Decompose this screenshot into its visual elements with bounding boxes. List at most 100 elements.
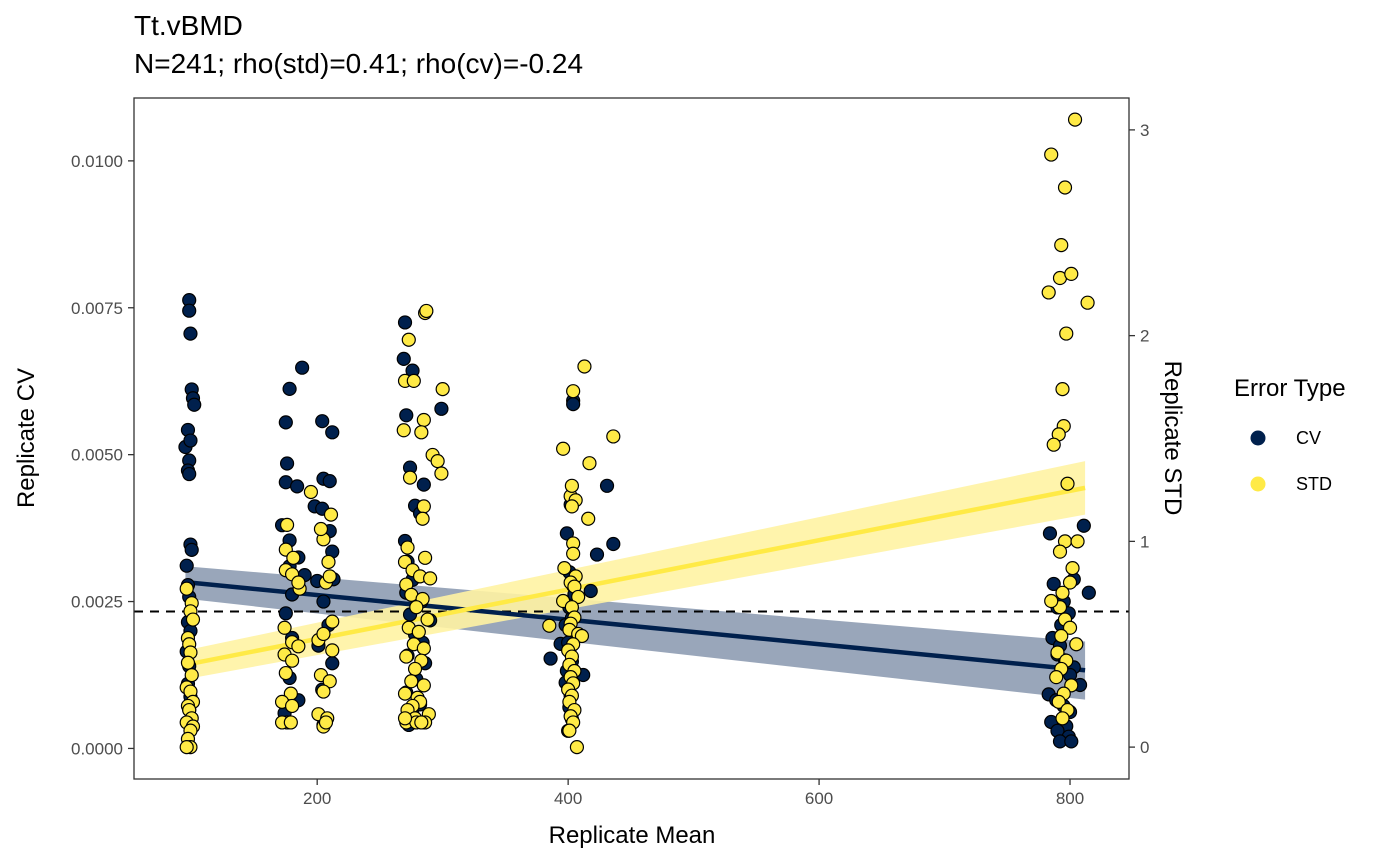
data-point-cv bbox=[187, 397, 202, 412]
data-point-std bbox=[399, 649, 414, 664]
data-point-cv bbox=[182, 466, 197, 482]
data-point-std bbox=[1044, 147, 1059, 162]
legend-key-cv bbox=[1250, 430, 1266, 446]
data-point-std bbox=[1051, 694, 1066, 709]
data-point-cv bbox=[416, 477, 431, 492]
data-point-std bbox=[325, 614, 340, 629]
data-point-std bbox=[303, 484, 319, 500]
data-point-std bbox=[571, 589, 586, 605]
data-point-std bbox=[414, 715, 429, 730]
data-point-std bbox=[564, 499, 580, 514]
data-point-std bbox=[416, 499, 431, 514]
data-point-std bbox=[1060, 476, 1075, 491]
data-point-cv bbox=[397, 315, 413, 330]
data-point-std bbox=[400, 540, 415, 555]
data-point-std bbox=[416, 678, 431, 693]
data-point-std bbox=[179, 581, 194, 596]
data-point-cv bbox=[278, 415, 293, 430]
data-point-std bbox=[409, 600, 424, 615]
data-point-std bbox=[1041, 285, 1056, 300]
y2-tick-label: 0 bbox=[1140, 738, 1149, 757]
legend-label-cv: CV bbox=[1296, 428, 1321, 448]
data-point-std bbox=[1062, 575, 1078, 590]
data-point-std bbox=[1067, 112, 1083, 127]
data-point-std bbox=[325, 643, 340, 658]
trend-line-std bbox=[185, 485, 1086, 668]
data-point-std bbox=[404, 674, 419, 689]
data-point-cv bbox=[1042, 526, 1058, 541]
y2-tick-label: 2 bbox=[1140, 327, 1149, 346]
data-point-cv bbox=[184, 542, 199, 557]
data-point-cv bbox=[1081, 585, 1096, 600]
data-point-std bbox=[1069, 637, 1084, 652]
data-point-std bbox=[419, 303, 434, 319]
data-point-cv bbox=[282, 381, 297, 396]
data-point-cv bbox=[399, 408, 414, 423]
data-point-std bbox=[402, 470, 418, 485]
data-point-std bbox=[564, 478, 580, 493]
data-point-std bbox=[316, 684, 331, 699]
x-tick-label: 600 bbox=[805, 789, 833, 808]
data-point-std bbox=[557, 561, 572, 576]
data-point-std bbox=[1059, 326, 1074, 341]
chart-subtitle: N=241; rho(std)=0.41; rho(cv)=-0.24 bbox=[134, 48, 584, 79]
y-axis-left: 0.0000 0.0025 0.0050 0.0075 0.0100 bbox=[71, 152, 134, 758]
data-point-std bbox=[1054, 238, 1069, 253]
data-point-std bbox=[401, 332, 416, 347]
data-point-cv bbox=[325, 656, 340, 671]
y-tick-label: 0.0025 bbox=[71, 593, 123, 612]
data-point-std bbox=[291, 639, 306, 654]
data-point-std bbox=[420, 612, 435, 627]
data-point-std bbox=[396, 423, 411, 438]
data-point-std bbox=[1046, 437, 1061, 452]
data-point-cv bbox=[396, 351, 411, 366]
data-point-std bbox=[1065, 561, 1080, 576]
data-point-std bbox=[322, 674, 337, 689]
data-point-std bbox=[284, 653, 300, 668]
y-axis-title: Replicate CV bbox=[13, 368, 40, 508]
data-point-std bbox=[542, 618, 557, 633]
data-point-cv bbox=[599, 478, 615, 493]
data-point-std bbox=[291, 575, 306, 590]
x-tick-label: 200 bbox=[303, 789, 331, 808]
data-point-cv bbox=[606, 536, 621, 552]
x-axis-title: Replicate Mean bbox=[549, 822, 716, 849]
data-point-std bbox=[1044, 593, 1059, 609]
data-point-cv bbox=[589, 547, 605, 562]
data-point-std bbox=[416, 412, 431, 428]
data-point-std bbox=[582, 456, 597, 471]
data-point-std bbox=[1062, 620, 1078, 635]
trend-line-cv bbox=[185, 579, 1086, 673]
legend-title: Error Type bbox=[1234, 375, 1346, 402]
data-point-std bbox=[435, 382, 450, 397]
data-point-std bbox=[1054, 628, 1069, 644]
data-point-cv bbox=[1046, 576, 1061, 592]
data-point-cv bbox=[559, 526, 574, 541]
data-point-std bbox=[284, 698, 300, 714]
data-point-std bbox=[1070, 534, 1085, 549]
data-point-std bbox=[417, 550, 433, 565]
data-point-std bbox=[321, 554, 336, 570]
data-point-std bbox=[283, 715, 298, 730]
x-tick-label: 400 bbox=[554, 789, 582, 808]
data-point-std bbox=[411, 624, 426, 639]
data-point-cv bbox=[315, 414, 330, 429]
data-point-std bbox=[574, 628, 590, 644]
data-point-std bbox=[322, 569, 337, 584]
y-axis-right: 0 1 2 3 bbox=[1129, 121, 1149, 757]
panel-border bbox=[133, 97, 1130, 780]
chart-title: Tt.vBMD bbox=[134, 10, 243, 41]
data-point-std bbox=[397, 711, 413, 726]
data-point-cv bbox=[278, 606, 293, 621]
data-point-std bbox=[1055, 585, 1070, 600]
data-point-cv bbox=[1076, 518, 1091, 533]
x-tick-label: 800 bbox=[1056, 789, 1084, 808]
y-tick-label: 0.0000 bbox=[71, 739, 123, 758]
data-point-std bbox=[407, 661, 423, 677]
data-point-std bbox=[1057, 180, 1073, 195]
data-point-std bbox=[1049, 670, 1064, 685]
y2-tick-label: 3 bbox=[1140, 121, 1149, 140]
data-point-std bbox=[323, 507, 339, 522]
data-point-std bbox=[1055, 382, 1070, 397]
